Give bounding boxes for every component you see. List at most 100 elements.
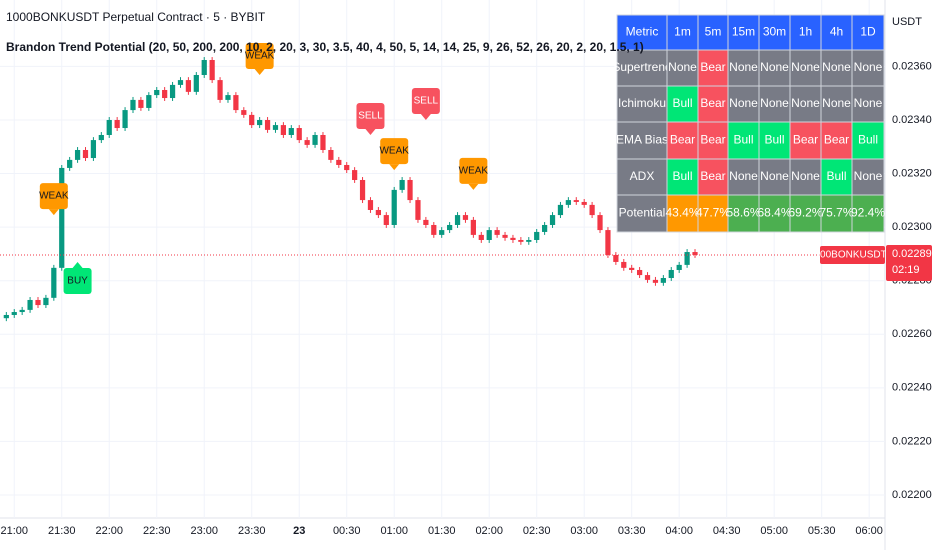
- candle-body: [154, 89, 160, 96]
- table-cell: [820, 158, 853, 196]
- candle-body: [336, 159, 342, 165]
- table-cell-text: Bear: [670, 133, 695, 147]
- table-cell: [666, 158, 699, 196]
- table-cell-text: None: [760, 60, 789, 74]
- x-tick-label: 05:00: [760, 525, 788, 537]
- table-cell-text: 4h: [830, 25, 843, 39]
- x-tick-label: 22:30: [143, 525, 171, 537]
- candle-body: [257, 119, 263, 126]
- x-tick-label: 01:00: [380, 525, 408, 537]
- x-tick-label: 03:30: [618, 525, 646, 537]
- table-cell: [789, 194, 822, 233]
- candle-body: [272, 125, 279, 130]
- candle-body: [375, 209, 381, 216]
- table-cell-text: Ichimoku: [618, 96, 666, 110]
- table-cell-text: Bear: [700, 133, 725, 147]
- candle-body: [201, 59, 207, 75]
- table-cell-text: 43.4%: [665, 206, 699, 220]
- candle-body: [447, 224, 453, 231]
- table-cell: [851, 194, 885, 233]
- candle-body: [296, 128, 302, 141]
- table-cell-text: None: [822, 60, 851, 74]
- candle-body: [264, 119, 271, 130]
- table-cell-text: None: [760, 169, 789, 183]
- signal-label: WEAK: [379, 138, 409, 171]
- signal-label: WEAK: [245, 42, 275, 75]
- candle-body: [3, 314, 9, 319]
- candle-body: [193, 74, 199, 92]
- candle-body: [304, 140, 310, 145]
- candle-body: [415, 200, 421, 220]
- table-cell-text: Bear: [824, 133, 849, 147]
- table-cell: [758, 14, 791, 51]
- candle-body: [518, 239, 524, 242]
- signal-box: [245, 42, 274, 69]
- table-cell-text: 92.4%: [851, 206, 885, 220]
- candle-body: [90, 140, 97, 159]
- table-cell: [851, 49, 885, 87]
- table-cell-text: Supertrend: [612, 60, 671, 74]
- table-cell: [697, 158, 729, 196]
- signal-text: WEAK: [459, 166, 489, 177]
- x-tick-label: 21:30: [48, 525, 76, 537]
- candle-body: [209, 59, 215, 81]
- table-cell-text: 69.2%: [788, 206, 822, 220]
- candle-body: [431, 224, 437, 235]
- table-cell: [851, 121, 885, 160]
- candle-body: [565, 200, 571, 205]
- signal-pointer: [48, 209, 59, 216]
- candle-body: [526, 239, 532, 242]
- table-cell-text: None: [791, 169, 820, 183]
- candle-body: [185, 80, 192, 92]
- signal-label: BUY: [63, 261, 92, 294]
- signal-box: [39, 183, 68, 210]
- table-cell-text: None: [854, 169, 883, 183]
- table-cell-text: Bear: [793, 133, 818, 147]
- table-cell: [758, 194, 791, 233]
- table-cell-text: Bear: [700, 96, 725, 110]
- candle-body: [225, 95, 231, 100]
- signal-pointer: [254, 68, 265, 75]
- candle-body: [542, 224, 548, 232]
- table-cell-text: 30m: [763, 25, 786, 39]
- x-tick-label: 04:00: [665, 525, 693, 537]
- table-cell: [666, 14, 699, 51]
- candle-body: [288, 128, 294, 135]
- x-tick-label: 02:30: [523, 525, 551, 537]
- candle-body: [312, 134, 318, 145]
- candle-body: [11, 312, 17, 315]
- candle-body: [573, 200, 579, 202]
- table-cell: [616, 158, 668, 196]
- candle-body: [233, 95, 239, 111]
- signal-label: WEAK: [39, 183, 69, 216]
- candle-body: [106, 119, 112, 135]
- table-cell-text: Bull: [764, 133, 784, 147]
- table-cell: [727, 49, 760, 87]
- candle-body: [177, 80, 184, 85]
- candle-body: [557, 204, 564, 216]
- candle-body: [320, 134, 326, 150]
- table-cell-text: ADX: [630, 169, 655, 183]
- table-cell-text: Potential: [619, 206, 666, 220]
- candle-body: [502, 234, 508, 238]
- table-cell: [758, 85, 791, 123]
- table-cell-text: None: [854, 60, 883, 74]
- candle-body: [621, 261, 627, 268]
- candle-body: [486, 230, 492, 240]
- table-cell: [820, 121, 853, 160]
- table-cell-text: None: [760, 96, 789, 110]
- table-cell-text: Bear: [700, 169, 725, 183]
- signal-text: BUY: [67, 276, 88, 287]
- table-cell-text: Bear: [700, 60, 725, 74]
- candle-body: [478, 234, 484, 240]
- candle-body: [644, 275, 651, 280]
- x-tick-label: 05:30: [808, 525, 836, 537]
- grid: [0, 0, 885, 518]
- x-tick-label: 23:00: [190, 525, 218, 537]
- signal-label: SELL: [356, 102, 385, 135]
- signal-box: [380, 138, 409, 165]
- x-tick-label: 21:00: [0, 525, 28, 537]
